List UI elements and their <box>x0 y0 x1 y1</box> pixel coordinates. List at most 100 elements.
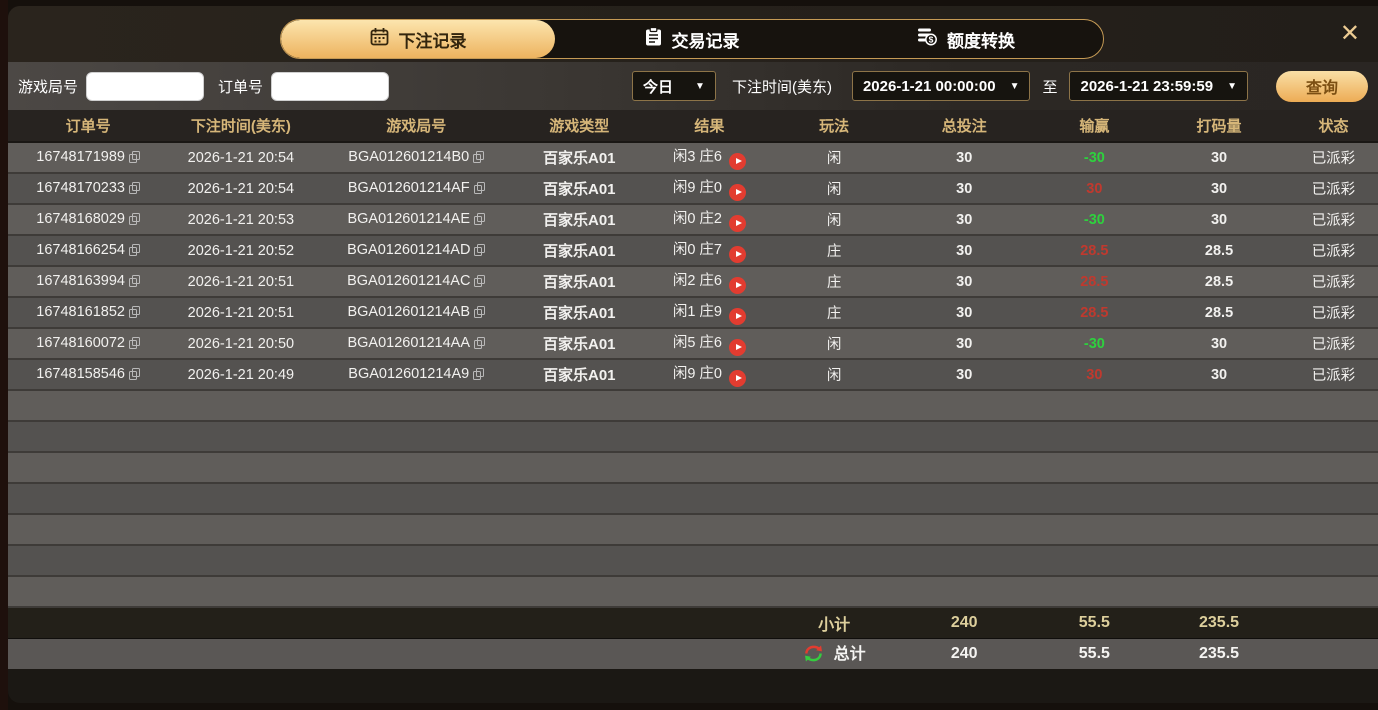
play-icon[interactable] <box>729 214 746 232</box>
copy-icon[interactable] <box>474 336 486 353</box>
copy-icon[interactable] <box>129 150 140 167</box>
game-round-input[interactable] <box>86 71 205 101</box>
search-button[interactable]: 查询 <box>1276 70 1368 102</box>
copy-icon[interactable] <box>473 367 485 384</box>
col-game-round: 游戏局号 <box>313 110 519 143</box>
close-icon[interactable]: ✕ <box>1339 20 1360 47</box>
game-round: BGA012601214B0 <box>348 148 470 165</box>
total-label: 总计 <box>833 646 866 664</box>
total-total-bet: 240 <box>888 638 1040 669</box>
empty-row <box>8 390 1378 422</box>
order-no: 16748161852 <box>36 303 125 320</box>
copy-icon[interactable] <box>129 243 140 260</box>
copy-icon[interactable] <box>474 274 486 291</box>
time-from-select[interactable]: 2026-1-21 00:00:00 ▼ <box>851 71 1031 101</box>
subtotal-turnover: 235.5 <box>1149 607 1289 639</box>
play-type: 庄 <box>779 297 889 329</box>
game-type: 百家乐A01 <box>519 297 640 329</box>
win-loss: -30 <box>1039 204 1150 236</box>
total-bet: 30 <box>888 328 1040 360</box>
date-preset-select[interactable]: 今日 ▼ <box>631 71 716 101</box>
col-win-loss: 输赢 <box>1039 110 1150 143</box>
clipboard-icon <box>645 26 662 51</box>
bet-time: 2026-1-21 20:54 <box>168 142 314 174</box>
play-icon[interactable] <box>729 276 746 294</box>
order-no: 16748158546 <box>36 365 125 382</box>
order-no-input[interactable] <box>271 71 390 101</box>
table-row: 16748171989 2026-1-21 20:54 BGA012601214… <box>8 142 1378 174</box>
bet-time: 2026-1-21 20:54 <box>168 173 314 205</box>
empty-row <box>8 452 1378 484</box>
coins-transfer-icon: $ <box>917 27 937 51</box>
copy-icon[interactable] <box>474 305 486 322</box>
result-text: 闲2 庄6 <box>672 273 722 290</box>
copy-icon[interactable] <box>473 150 485 167</box>
play-icon[interactable] <box>729 245 746 263</box>
play-icon[interactable] <box>729 307 746 325</box>
tab-quota-transfer[interactable]: $ 额度转换 <box>829 20 1103 58</box>
col-turnover: 打码量 <box>1149 110 1289 143</box>
copy-icon[interactable] <box>474 212 486 229</box>
col-total-bet: 总投注 <box>888 110 1040 143</box>
win-loss: 30 <box>1039 173 1150 205</box>
filter-bar: 游戏局号 订单号 今日 ▼ 下注时间(美东) 2026-1-21 00:00:0… <box>8 62 1378 110</box>
table-row: 16748161852 2026-1-21 20:51 BGA012601214… <box>8 297 1378 329</box>
bet-time-label: 下注时间(美东) <box>731 78 832 96</box>
tab-bet-records[interactable]: 下注记录 <box>281 20 555 58</box>
turnover: 28.5 <box>1149 235 1289 267</box>
turnover: 30 <box>1149 173 1289 205</box>
col-play: 玩法 <box>779 110 889 143</box>
subtotal-win-loss: 55.5 <box>1039 607 1150 639</box>
win-loss: -30 <box>1039 142 1150 174</box>
tab-label: 下注记录 <box>398 31 467 51</box>
order-no-label: 订单号 <box>218 78 264 96</box>
chevron-down-icon: ▼ <box>695 80 705 92</box>
game-round: BGA012601214AE <box>347 210 471 227</box>
play-icon[interactable] <box>729 369 746 387</box>
copy-icon[interactable] <box>473 181 485 198</box>
subtotal-total-bet: 240 <box>888 607 1040 639</box>
total-bet: 30 <box>888 359 1040 391</box>
chevron-down-icon: ▼ <box>1009 80 1020 92</box>
result-text: 闲0 庄7 <box>672 242 722 259</box>
empty-row <box>8 514 1378 546</box>
play-icon[interactable] <box>729 338 746 356</box>
order-no: 16748163994 <box>36 272 125 289</box>
empty-row <box>8 545 1378 577</box>
copy-icon[interactable] <box>474 243 486 260</box>
game-round: BGA012601214AD <box>347 241 471 258</box>
total-bet: 30 <box>888 297 1040 329</box>
tab-label: 交易记录 <box>671 31 740 51</box>
game-type: 百家乐A01 <box>519 142 640 174</box>
copy-icon[interactable] <box>129 274 140 291</box>
page-backdrop <box>0 0 8 710</box>
bet-time: 2026-1-21 20:52 <box>168 235 314 267</box>
win-loss: 30 <box>1039 359 1150 391</box>
empty-row <box>8 421 1378 453</box>
time-to-select[interactable]: 2026-1-21 23:59:59 ▼ <box>1069 71 1248 101</box>
refresh-swap-icon[interactable] <box>803 645 824 667</box>
copy-icon[interactable] <box>129 336 140 353</box>
order-no: 16748170233 <box>36 179 125 196</box>
turnover: 30 <box>1149 204 1289 236</box>
copy-icon[interactable] <box>129 212 140 229</box>
play-icon[interactable] <box>729 183 746 201</box>
copy-icon[interactable] <box>129 367 140 384</box>
play-type: 庄 <box>779 266 889 298</box>
copy-icon[interactable] <box>129 305 140 322</box>
game-round: BGA012601214AB <box>347 303 471 320</box>
play-type: 闲 <box>779 142 889 174</box>
copy-icon[interactable] <box>129 181 140 198</box>
col-order-no: 订单号 <box>8 110 169 143</box>
status: 已派彩 <box>1288 173 1378 205</box>
table-row: 16748158546 2026-1-21 20:49 BGA012601214… <box>8 359 1378 391</box>
tab-transactions[interactable]: 交易记录 <box>555 20 829 58</box>
table-footer: 小计 240 55.5 235.5 总计 240 55.5 235.5 <box>8 607 1378 669</box>
play-icon[interactable] <box>729 152 746 170</box>
result-text: 闲1 庄9 <box>672 304 722 321</box>
bet-records-modal: 下注记录 交易记录 $ 额度转换 ✕ 游戏局号 订单号 今日 ▼ <box>8 6 1378 703</box>
empty-row <box>8 483 1378 515</box>
bet-time: 2026-1-21 20:49 <box>168 359 314 391</box>
status: 已派彩 <box>1288 235 1378 267</box>
table-row: 16748163994 2026-1-21 20:51 BGA012601214… <box>8 266 1378 298</box>
